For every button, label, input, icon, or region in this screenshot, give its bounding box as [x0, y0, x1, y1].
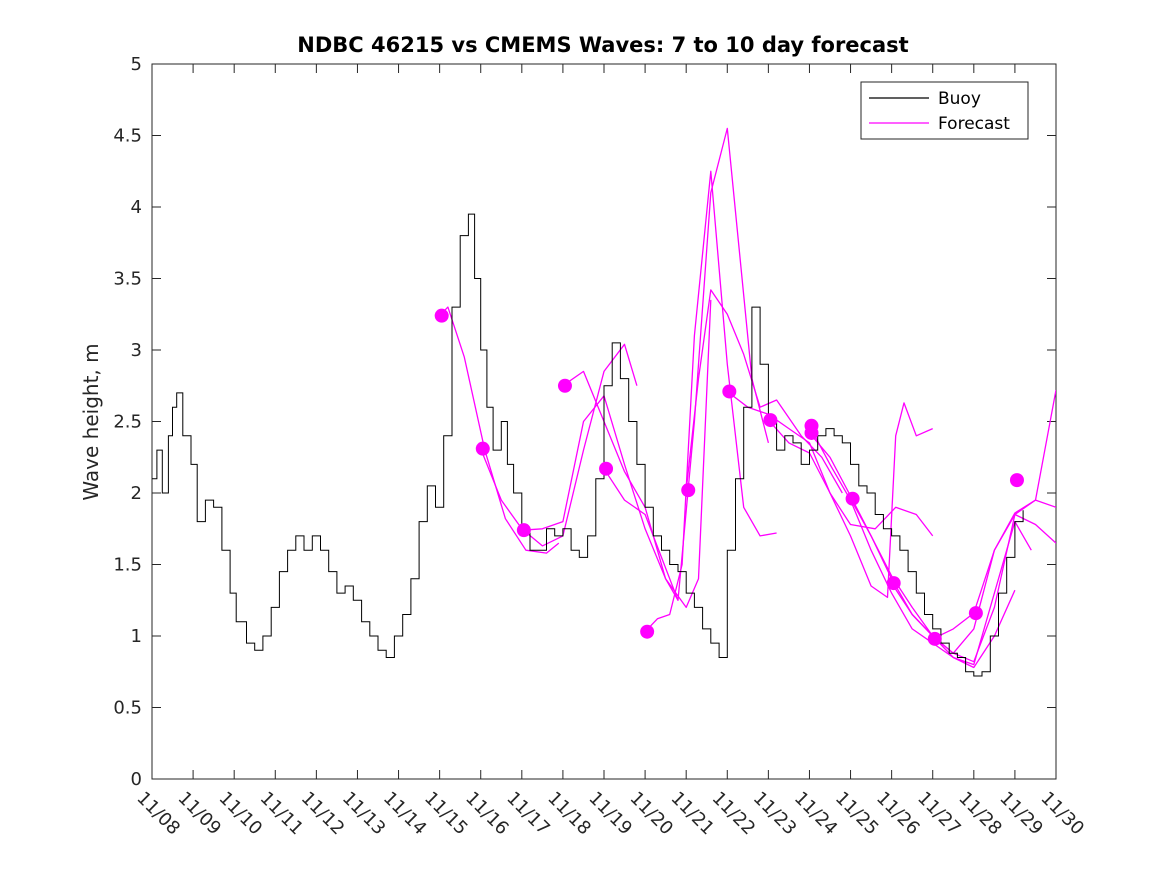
x-tick-label: 11/08: [132, 788, 184, 840]
forecast-marker: [516, 523, 531, 538]
y-tick-label: 0: [131, 769, 142, 790]
forecast-marker: [475, 441, 490, 456]
forecast-line-run-1119: [603, 127, 770, 601]
forecast-marker: [599, 461, 614, 476]
x-tick-label: 11/14: [379, 788, 431, 840]
x-tick-label: 11/24: [790, 788, 842, 840]
legend: Buoy Forecast: [860, 81, 1029, 140]
forecast-marker: [763, 413, 778, 428]
legend-box: [860, 81, 1029, 140]
y-tick-label: 2.5: [113, 412, 142, 433]
y-tick-label: 4.5: [113, 126, 142, 147]
forecast-marker: [886, 576, 901, 591]
y-tick-label: 1.5: [113, 555, 142, 576]
x-tick-label: 11/22: [708, 788, 760, 840]
x-tick-label: 11/18: [543, 788, 595, 840]
y-tick-label: 5: [131, 54, 142, 75]
series-layer: [152, 127, 1056, 677]
x-tick-label: 11/20: [626, 788, 678, 840]
y-tick-label: 4: [131, 197, 142, 218]
plot-area: 00.511.522.533.544.5511/0811/0911/1011/1…: [113, 54, 1088, 839]
x-tick-label: 11/16: [461, 788, 513, 840]
x-tick-label: 11/11: [256, 788, 308, 840]
forecast-marker: [434, 308, 449, 323]
x-tick-label: 11/30: [1036, 788, 1088, 840]
y-tick-label: 3: [131, 340, 142, 361]
x-tick-label: 11/17: [502, 788, 554, 840]
x-tick-label: 11/19: [584, 788, 636, 840]
legend-label-buoy: Buoy: [938, 89, 981, 109]
y-tick-label: 3.5: [113, 269, 142, 290]
forecast-marker: [557, 378, 572, 393]
forecast-marker: [640, 624, 655, 639]
x-tick-label: 11/12: [297, 788, 349, 840]
forecast-line-run-1120: [644, 170, 777, 633]
forecast-marker: [927, 631, 942, 646]
x-tick-label: 11/21: [667, 788, 719, 840]
legend-label-forecast: Forecast: [938, 114, 1010, 134]
forecast-marker: [1009, 473, 1024, 488]
forecast-marker: [804, 425, 819, 440]
y-axis-label: Wave height, m: [79, 343, 103, 500]
x-tick-label: 11/28: [954, 788, 1006, 840]
forecast-line-run-1124a: [808, 425, 1016, 669]
x-tick-label: 11/26: [872, 788, 924, 840]
y-tick-label: 2: [131, 483, 142, 504]
x-tick-label: 11/10: [215, 788, 267, 840]
x-tick-label: 11/29: [995, 788, 1047, 840]
y-tick-label: 1: [131, 626, 142, 647]
y-tick-label: 0.5: [113, 698, 142, 719]
forecast-line-run-1127: [932, 499, 1056, 640]
forecast-marker: [722, 384, 737, 399]
x-tick-label: 11/15: [420, 788, 472, 840]
buoy-line: [152, 213, 1024, 677]
forecast-marker: [845, 491, 860, 506]
forecast-marker: [681, 483, 696, 498]
forecast-marker: [968, 606, 983, 621]
x-tick-label: 11/27: [913, 788, 965, 840]
x-tick-label: 11/13: [338, 788, 390, 840]
x-tick-label: 11/09: [174, 788, 226, 840]
forecast-line-run-1123: [767, 402, 933, 599]
x-tick-label: 11/25: [831, 788, 883, 840]
x-tick-label: 11/23: [749, 788, 801, 840]
chart-title: NDBC 46215 vs CMEMS Waves: 7 to 10 day f…: [297, 33, 908, 57]
